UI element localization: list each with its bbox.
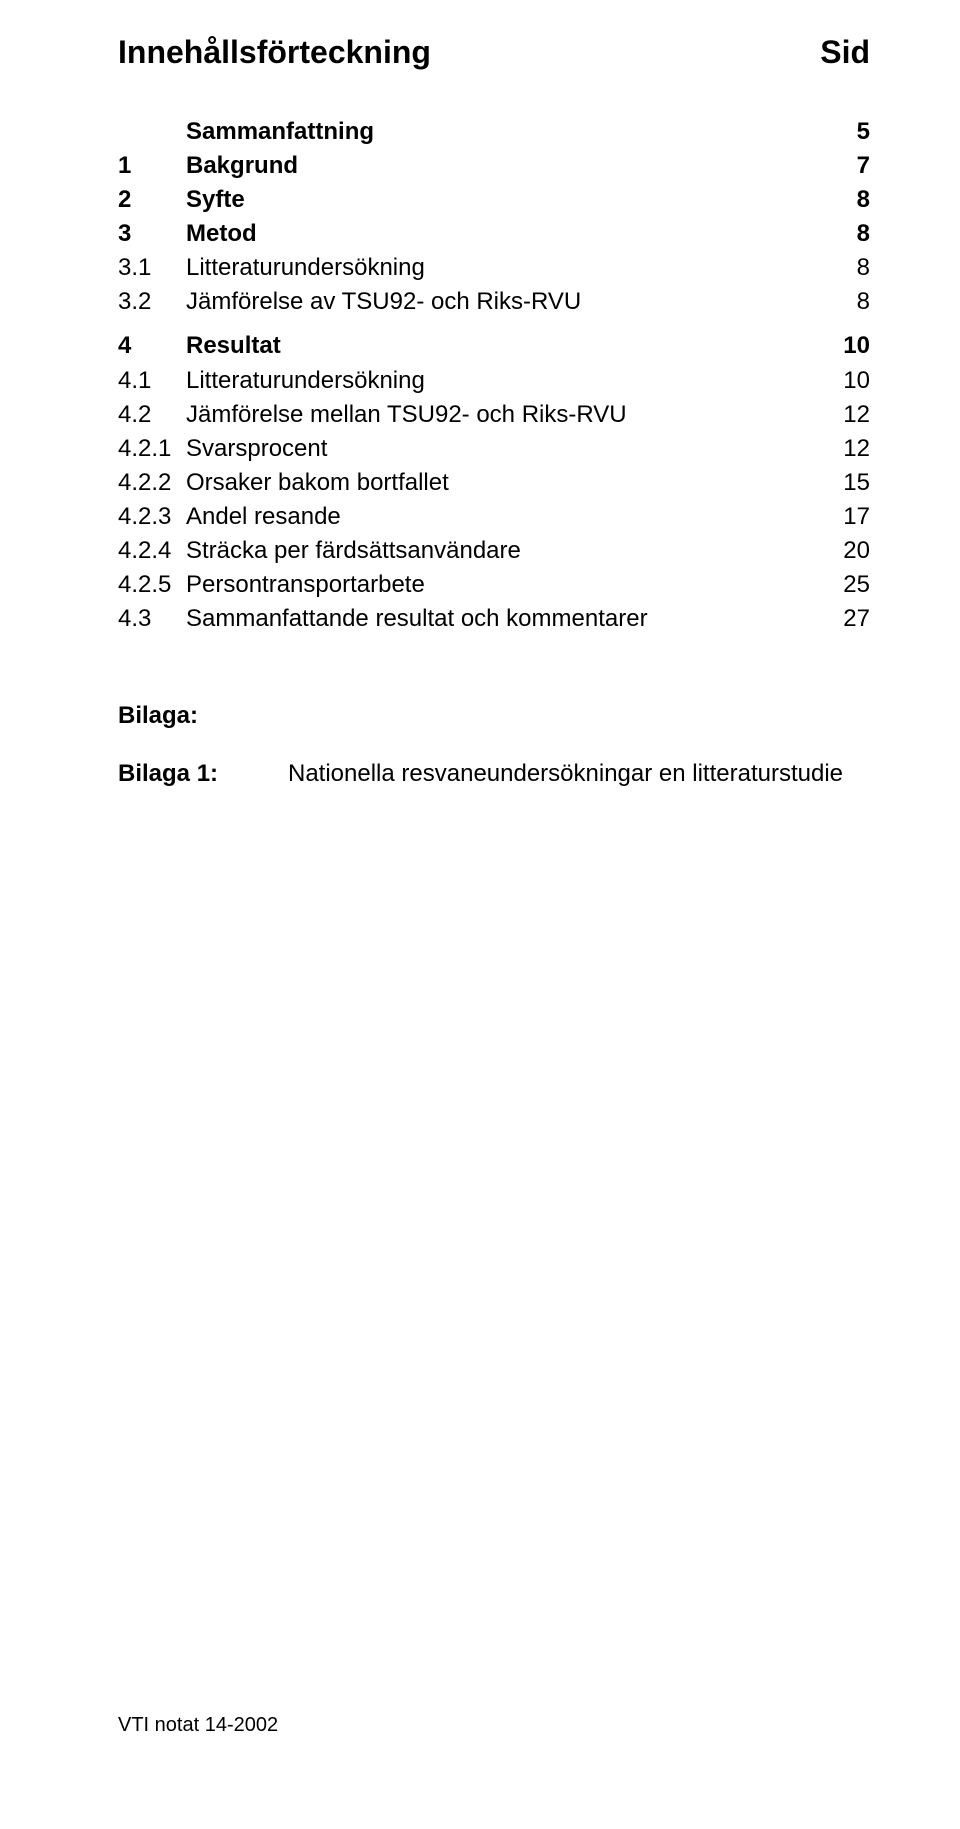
toc-entry-number: 4.2.2 bbox=[118, 466, 186, 500]
toc-entry-number: 4 bbox=[118, 329, 186, 363]
toc-entry-page: 15 bbox=[822, 466, 870, 500]
toc-entry: 4Resultat10 bbox=[118, 329, 870, 363]
toc-entry-page: 8 bbox=[822, 183, 870, 217]
appendix-item-label: Bilaga 1: bbox=[118, 760, 288, 788]
toc-entry-number: 4.1 bbox=[118, 364, 186, 398]
toc-entry-number: 3.1 bbox=[118, 251, 186, 285]
toc-entry-page: 8 bbox=[822, 251, 870, 285]
toc-entry-page: 10 bbox=[822, 364, 870, 398]
toc-entry-number: 4.2.3 bbox=[118, 500, 186, 534]
toc-entry: 4.2.1Svarsprocent12 bbox=[118, 432, 870, 466]
toc-entry-title: Resultat bbox=[186, 329, 822, 363]
toc-entry-page: 25 bbox=[822, 568, 870, 602]
appendix-item: Bilaga 1:Nationella resvaneundersökninga… bbox=[118, 760, 870, 788]
toc-entry-title: Litteraturundersökning bbox=[186, 251, 822, 285]
toc-entry-page: 7 bbox=[822, 149, 870, 183]
toc-entry-title: Sammanfattande resultat och kommentarer bbox=[186, 602, 822, 636]
toc-entry-title: Jämförelse av TSU92- och Riks-RVU bbox=[186, 285, 822, 319]
appendix-item-title: Nationella resvaneundersökningar en litt… bbox=[288, 760, 870, 788]
toc-entry-number: 3 bbox=[118, 217, 186, 251]
toc-entry-title: Sträcka per färdsättsanvändare bbox=[186, 534, 822, 568]
page: Innehållsförteckning Sid Sammanfattning5… bbox=[0, 0, 960, 1829]
footer-text: VTI notat 14-2002 bbox=[118, 1714, 278, 1737]
appendix-items: Bilaga 1:Nationella resvaneundersökninga… bbox=[118, 760, 870, 788]
toc-entry-title: Svarsprocent bbox=[186, 432, 822, 466]
toc-entry: 4.2Jämförelse mellan TSU92- och Riks-RVU… bbox=[118, 398, 870, 432]
toc-entry-number: 4.3 bbox=[118, 602, 186, 636]
toc-entry-page: 12 bbox=[822, 432, 870, 466]
toc-entry: 3.2Jämförelse av TSU92- och Riks-RVU8 bbox=[118, 285, 870, 319]
toc-entry-title: Litteraturundersökning bbox=[186, 364, 822, 398]
toc-title: Innehållsförteckning bbox=[118, 34, 431, 71]
toc-entry-page: 8 bbox=[822, 285, 870, 319]
toc-entry-page: 27 bbox=[822, 602, 870, 636]
toc-entry-number: 2 bbox=[118, 183, 186, 217]
toc-entry-title: Sammanfattning bbox=[186, 115, 822, 149]
toc-entry-title: Metod bbox=[186, 217, 822, 251]
toc-entry-title: Orsaker bakom bortfallet bbox=[186, 466, 822, 500]
toc-entry-number: 4.2 bbox=[118, 398, 186, 432]
toc-entry: 2Syfte8 bbox=[118, 183, 870, 217]
toc-page-label: Sid bbox=[820, 34, 870, 71]
toc-entry: 1Bakgrund7 bbox=[118, 149, 870, 183]
title-row: Innehållsförteckning Sid bbox=[118, 34, 870, 71]
toc-entry-number: 4.2.5 bbox=[118, 568, 186, 602]
toc-entry-page: 8 bbox=[822, 217, 870, 251]
toc-entry-page: 17 bbox=[822, 500, 870, 534]
toc-entry: 4.2.4Sträcka per färdsättsanvändare20 bbox=[118, 534, 870, 568]
appendix-heading: Bilaga: bbox=[118, 702, 870, 730]
toc-entry: 4.2.5Persontransportarbete25 bbox=[118, 568, 870, 602]
toc-entry: 4.2.3Andel resande17 bbox=[118, 500, 870, 534]
toc-entry: 3.1Litteraturundersökning8 bbox=[118, 251, 870, 285]
toc-entry-title: Syfte bbox=[186, 183, 822, 217]
toc-entry-number: 3.2 bbox=[118, 285, 186, 319]
toc-entry-title: Bakgrund bbox=[186, 149, 822, 183]
toc-entry-title: Jämförelse mellan TSU92- och Riks-RVU bbox=[186, 398, 822, 432]
toc-entry: 3Metod8 bbox=[118, 217, 870, 251]
toc-entry-page: 10 bbox=[822, 329, 870, 363]
toc-entry: 4.2.2Orsaker bakom bortfallet15 bbox=[118, 466, 870, 500]
toc-list: Sammanfattning51Bakgrund72Syfte83Metod83… bbox=[118, 115, 870, 636]
toc-entry-page: 20 bbox=[822, 534, 870, 568]
toc-entry-number: 1 bbox=[118, 149, 186, 183]
toc-entry-number: 4.2.1 bbox=[118, 432, 186, 466]
toc-entry-title: Andel resande bbox=[186, 500, 822, 534]
toc-entry-page: 12 bbox=[822, 398, 870, 432]
toc-entry-number: 4.2.4 bbox=[118, 534, 186, 568]
toc-entry: 4.1Litteraturundersökning10 bbox=[118, 364, 870, 398]
toc-entry-page: 5 bbox=[822, 115, 870, 149]
toc-entry: 4.3Sammanfattande resultat och kommentar… bbox=[118, 602, 870, 636]
toc-entry: Sammanfattning5 bbox=[118, 115, 870, 149]
toc-entry-title: Persontransportarbete bbox=[186, 568, 822, 602]
appendix-block: Bilaga: Bilaga 1:Nationella resvaneunder… bbox=[118, 702, 870, 788]
